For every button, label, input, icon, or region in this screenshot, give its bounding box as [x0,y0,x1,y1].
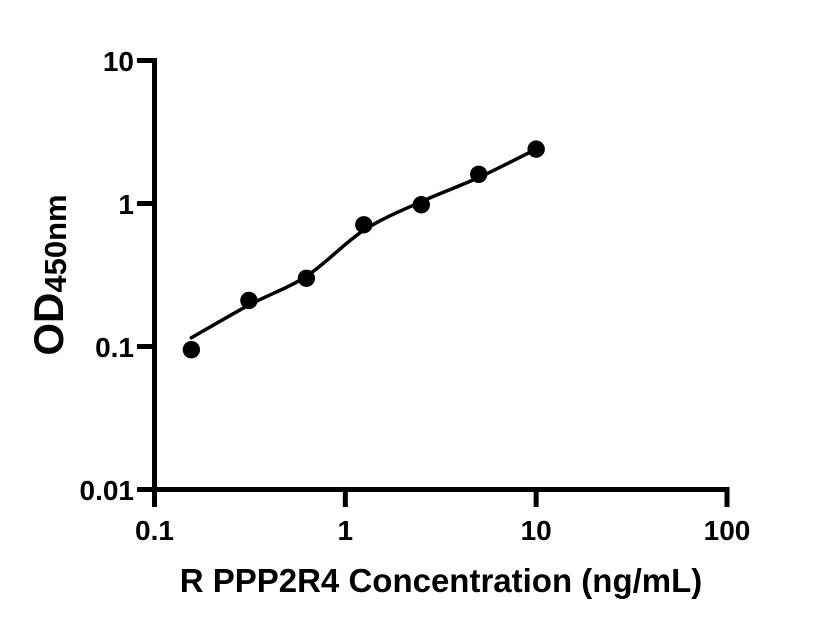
x-axis-tick-label: 100 [704,515,751,546]
x-axis-tick-label: 0.1 [135,515,174,546]
x-axis-title: R PPP2R4 Concentration (ng/mL) [180,562,703,599]
x-axis-tick-label: 1 [338,515,354,546]
y-axis-tick-label: 0.1 [95,332,134,363]
data-point [527,140,545,158]
data-point [412,196,430,214]
data-point [470,165,488,184]
x-axis-tick-label: 10 [521,515,552,546]
y-axis-tick-label: 10 [103,46,134,77]
data-point [240,291,258,310]
y-axis-tick-label: 0.01 [80,475,135,506]
data-point [355,216,373,234]
data-point [297,269,316,287]
y-axis-title-sub: 450nm [38,194,73,292]
series [182,140,545,359]
y-axis-title: OD450nm [25,194,73,355]
data-point [182,340,201,359]
y-axis-tick-label: 1 [118,189,134,220]
y-axis-title-main: OD [25,293,72,356]
